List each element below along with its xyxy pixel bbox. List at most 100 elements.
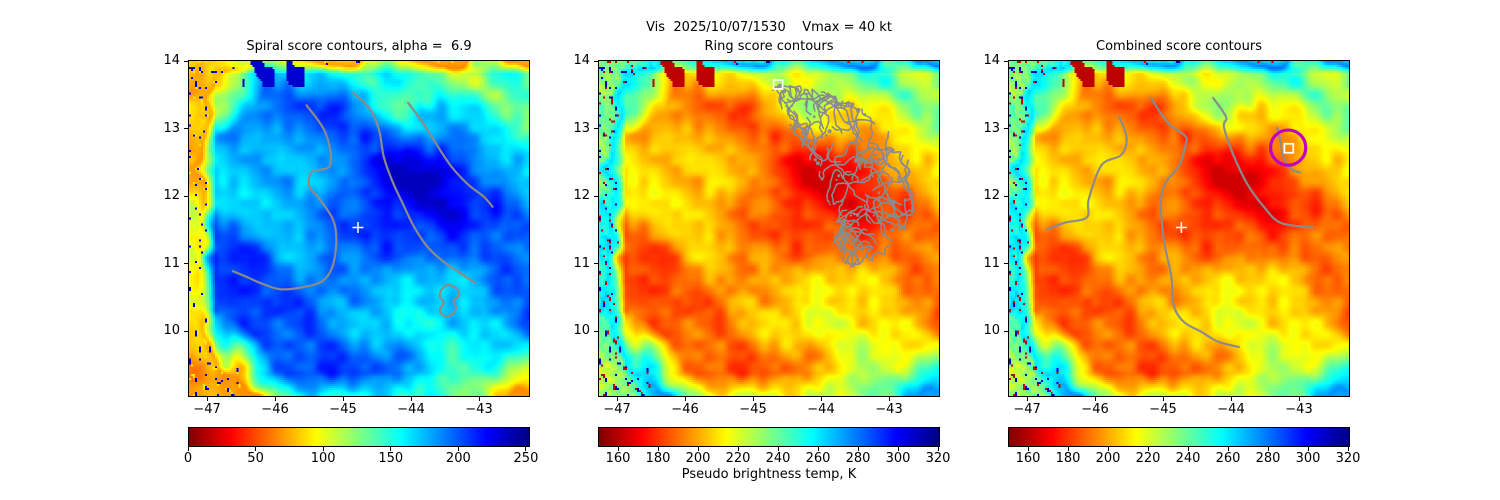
y-tick-mark — [184, 60, 188, 62]
y-tick-mark — [1004, 128, 1008, 130]
colorbar-tick-label: 200 — [685, 451, 711, 466]
y-tick-mark — [594, 330, 598, 332]
colorbar-tick-label: 150 — [378, 451, 404, 466]
y-tick-label: 12 — [573, 188, 590, 204]
panel-title-spiral: Spiral score contours, alpha = 6.9 — [246, 39, 472, 54]
contour-path — [1276, 127, 1302, 174]
colorbar-tick-mark — [1307, 447, 1309, 451]
x-tick-mark — [888, 397, 890, 401]
colorbar-tick-mark — [255, 447, 257, 451]
y-tick-mark — [184, 263, 188, 265]
y-tick-mark — [594, 263, 598, 265]
colorbar-tick-mark — [1347, 447, 1349, 451]
y-tick-label: 14 — [163, 53, 180, 69]
colorbar-tick-label: 220 — [1135, 451, 1161, 466]
colorbar-tick-label: 0 — [183, 451, 193, 466]
contour-path — [1045, 115, 1128, 231]
colorbar-gradient — [1009, 428, 1349, 446]
center-plus-marker — [1175, 222, 1187, 233]
contour-path — [406, 101, 494, 208]
y-tick-label: 10 — [163, 323, 180, 339]
x-tick-label: −44 — [397, 402, 425, 417]
x-tick-mark — [342, 397, 344, 401]
x-tick-label: −47 — [193, 402, 221, 417]
panel-title-combined: Combined score contours — [1096, 39, 1262, 54]
colorbar-tick-label: 240 — [1175, 451, 1201, 466]
y-tick-mark — [594, 60, 598, 62]
colorbar-tick-label: 180 — [645, 451, 671, 466]
x-tick-mark — [752, 397, 754, 401]
y-tick-label: 11 — [983, 255, 1000, 271]
contour-path — [1149, 96, 1240, 349]
x-tick-mark — [1026, 397, 1028, 401]
contour-path — [231, 104, 338, 291]
y-tick-mark — [1004, 263, 1008, 265]
y-tick-mark — [184, 128, 188, 130]
x-tick-mark — [684, 397, 686, 401]
y-tick-label: 13 — [983, 120, 1000, 136]
colorbar-tick-label: 260 — [1215, 451, 1241, 466]
colorbar-gradient — [599, 428, 939, 446]
y-tick-mark — [1004, 330, 1008, 332]
colorbar-tick-label: 320 — [1335, 451, 1361, 466]
colorbar-tick-mark — [525, 447, 527, 451]
colorbar-tick-mark — [737, 447, 739, 451]
colorbar-tick-mark — [1107, 447, 1109, 451]
colorbar-tick-label: 50 — [247, 451, 264, 466]
contour-path — [1212, 96, 1314, 229]
y-tick-label: 12 — [163, 188, 180, 204]
colorbar-tick-mark — [457, 447, 459, 451]
colorbar-tick-mark — [817, 447, 819, 451]
ring-score-contour-texture — [771, 83, 916, 268]
colorbar-tick-label: 220 — [725, 451, 751, 466]
colorbar-tick-label: 180 — [1055, 451, 1081, 466]
square-marker — [772, 79, 784, 90]
contour-path — [352, 91, 477, 284]
x-tick-mark — [410, 397, 412, 401]
colorbar-tick-label: 200 — [445, 451, 471, 466]
x-tick-mark — [478, 397, 480, 401]
colorbar-tick-mark — [1067, 447, 1069, 451]
colorbar-tick-mark — [777, 447, 779, 451]
y-tick-label: 14 — [573, 53, 590, 69]
x-tick-mark — [274, 397, 276, 401]
x-tick-label: −45 — [329, 402, 357, 417]
y-tick-label: 11 — [163, 255, 180, 271]
colorbar-tick-label: 250 — [513, 451, 539, 466]
colorbar-tick-label: 280 — [1255, 451, 1281, 466]
x-tick-mark — [1094, 397, 1096, 401]
y-tick-label: 13 — [573, 120, 590, 136]
contour-overlay-ring — [771, 79, 916, 268]
x-tick-label: −43 — [465, 402, 493, 417]
y-tick-mark — [594, 128, 598, 130]
colorbar-tick-label: 300 — [885, 451, 911, 466]
x-tick-label: −46 — [261, 402, 289, 417]
colorbar-tick-mark — [1227, 447, 1229, 451]
y-tick-mark — [594, 195, 598, 197]
colorbar-tick-label: 160 — [605, 451, 631, 466]
x-tick-label: −46 — [671, 402, 699, 417]
axes-ring-score — [598, 60, 940, 397]
contour-overlay-combined — [1045, 96, 1314, 349]
colorbar-tick-mark — [1147, 447, 1149, 451]
x-tick-mark — [616, 397, 618, 401]
colorbar-tick-label: 300 — [1295, 451, 1321, 466]
y-tick-mark — [184, 330, 188, 332]
colorbar-tick-mark — [937, 447, 939, 451]
colorbar-tick-mark — [657, 447, 659, 451]
contour-path — [438, 283, 461, 318]
axes-spiral-score — [188, 60, 530, 397]
x-tick-mark — [206, 397, 208, 401]
contour-overlay-spiral — [231, 91, 494, 318]
y-tick-label: 14 — [983, 53, 1000, 69]
y-tick-mark — [184, 195, 188, 197]
ring-circle-marker — [1268, 128, 1308, 167]
x-tick-mark — [1162, 397, 1164, 401]
y-tick-label: 11 — [573, 255, 590, 271]
x-tick-label: −44 — [807, 402, 835, 417]
colorbar-tick-mark — [857, 447, 859, 451]
colorbar-tick-mark — [187, 447, 189, 451]
y-tick-label: 13 — [163, 120, 180, 136]
x-tick-label: −45 — [739, 402, 767, 417]
